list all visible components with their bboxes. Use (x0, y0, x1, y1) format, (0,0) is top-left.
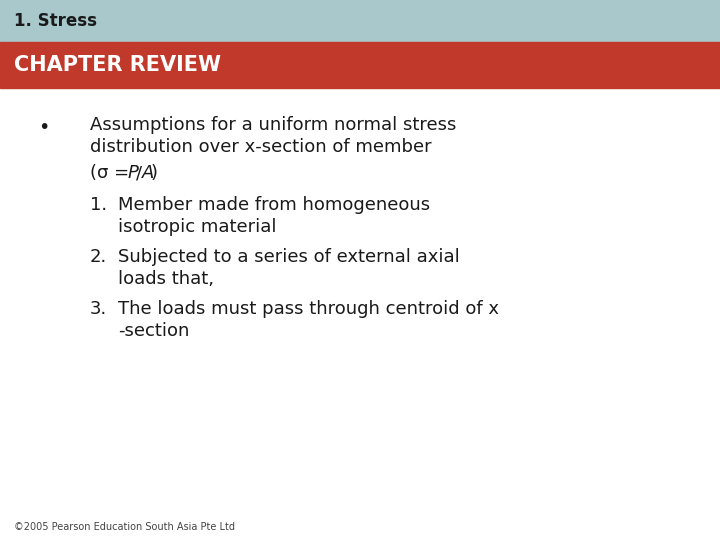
Bar (0, 0, 720, 42)
Text: ): ) (151, 164, 158, 182)
Text: Assumptions for a uniform normal stress: Assumptions for a uniform normal stress (90, 116, 456, 134)
Text: /: / (136, 164, 142, 182)
Text: loads that,: loads that, (118, 270, 214, 288)
Text: 1. Stress: 1. Stress (14, 12, 97, 30)
Text: Member made from homogeneous: Member made from homogeneous (118, 196, 430, 214)
Text: -section: -section (118, 322, 189, 340)
Bar (0, 42, 720, 88)
Text: 3.: 3. (90, 300, 107, 318)
Text: A: A (142, 164, 154, 182)
Text: 1.: 1. (90, 196, 107, 214)
Text: •: • (38, 118, 50, 137)
Text: The loads must pass through centroid of x: The loads must pass through centroid of … (118, 300, 499, 318)
Text: distribution over x-section of member: distribution over x-section of member (90, 138, 431, 156)
Text: Subjected to a series of external axial: Subjected to a series of external axial (118, 248, 460, 266)
Text: ©2005 Pearson Education South Asia Pte Ltd: ©2005 Pearson Education South Asia Pte L… (14, 522, 235, 532)
Text: isotropic material: isotropic material (118, 218, 276, 236)
Text: 2.: 2. (90, 248, 107, 266)
Text: P: P (128, 164, 139, 182)
Text: CHAPTER REVIEW: CHAPTER REVIEW (14, 55, 221, 75)
Text: (σ =: (σ = (90, 164, 135, 182)
